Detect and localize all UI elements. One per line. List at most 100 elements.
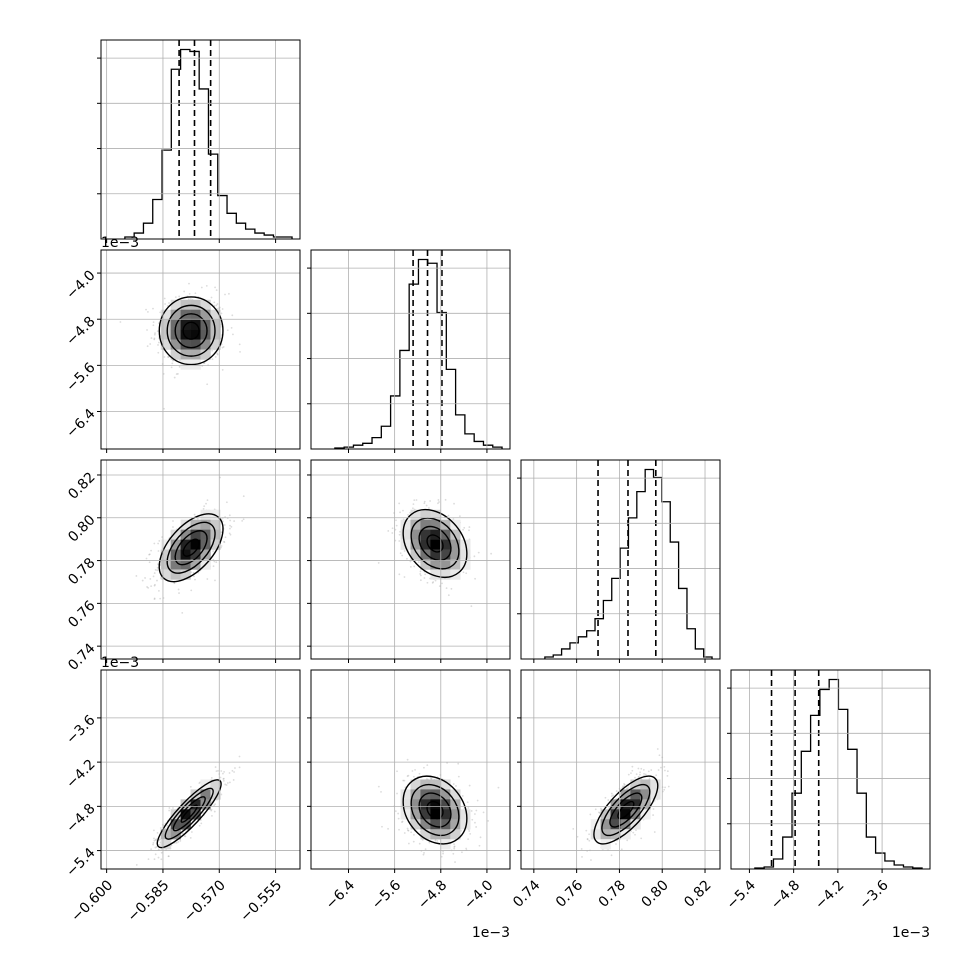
scatter-point	[211, 358, 214, 361]
scatter-point	[178, 592, 180, 594]
scatter-point	[660, 766, 662, 769]
scatter-point	[436, 839, 439, 842]
density-cell	[160, 839, 171, 850]
scatter-point	[239, 350, 241, 353]
scatter-point	[223, 541, 226, 544]
scatter-point	[233, 520, 236, 522]
x-tick-label: 0.74	[510, 877, 543, 910]
density-cell	[170, 309, 181, 320]
scatter-point	[623, 783, 626, 786]
scatter-point	[410, 831, 413, 834]
scatter-point	[453, 847, 456, 850]
density-cell	[650, 779, 661, 790]
scatter-point	[220, 770, 223, 772]
histogram-step-3	[754, 678, 923, 869]
density-cell	[170, 339, 181, 350]
density-cell	[460, 809, 471, 820]
scatter-point	[403, 550, 406, 552]
y-tick-label: −5.6	[63, 360, 98, 395]
scatter-point	[153, 584, 156, 587]
scatter-point	[422, 853, 425, 856]
x-tick-label: −6.4	[323, 877, 358, 912]
y-tick-label: −4.0	[63, 267, 98, 302]
scatter-point	[216, 303, 219, 305]
density-cell	[440, 549, 451, 560]
scatter-point	[183, 290, 186, 293]
y-tick-label: 0.76	[65, 598, 98, 631]
scatter-point	[164, 303, 166, 305]
scatter-point	[222, 779, 225, 782]
scatter-point	[395, 524, 398, 527]
scatter-point	[154, 853, 157, 856]
scatter-point	[221, 346, 224, 349]
scatter-point	[462, 571, 465, 574]
scatter-point	[233, 771, 235, 773]
panel-frame-2-0	[100, 459, 301, 660]
density-cell	[190, 299, 201, 310]
scatter-point	[200, 286, 203, 289]
density-cell	[200, 309, 211, 320]
panel-frame-1-0	[100, 249, 301, 450]
scatter-point	[453, 845, 456, 848]
scatter-point	[230, 525, 233, 528]
scatter-point	[418, 772, 421, 775]
scatter-point	[653, 831, 656, 833]
scatter-point	[648, 777, 651, 780]
scatter-point	[635, 773, 638, 776]
density-cell	[620, 789, 631, 800]
scatter-point	[634, 833, 636, 836]
scatter-point	[474, 577, 476, 580]
density-cell	[610, 799, 621, 810]
x-tick-label: −3.6	[856, 877, 891, 912]
scatter-point	[212, 558, 215, 561]
scatter-point	[441, 582, 443, 585]
scatter-point	[398, 502, 401, 505]
scatter-point	[238, 766, 241, 769]
scatter-point	[216, 353, 219, 356]
x-tick-label: −0.570	[181, 877, 229, 925]
scatter-point	[172, 520, 174, 522]
scatter-point	[230, 326, 233, 329]
scatter-point	[475, 826, 478, 828]
scatter-point	[644, 773, 647, 776]
scatter-point	[474, 813, 476, 815]
scatter-point	[594, 808, 597, 811]
scatter-point	[426, 581, 429, 584]
scatter-point	[241, 519, 244, 522]
density-cell	[410, 819, 421, 830]
density-cell	[420, 799, 431, 810]
density-cell	[590, 829, 601, 840]
scatter-point	[214, 803, 217, 806]
density-cell	[190, 799, 201, 810]
scatter-point	[210, 808, 213, 811]
scatter-point	[167, 855, 170, 858]
scatter-point	[194, 292, 197, 295]
scatter-point	[423, 852, 425, 854]
scatter-point	[622, 785, 624, 788]
scatter-point	[203, 362, 206, 364]
scatter-point	[211, 814, 213, 817]
scatter-point	[487, 820, 490, 822]
scatter-point	[156, 579, 158, 582]
scatter-point	[477, 551, 480, 554]
scatter-point	[192, 571, 195, 574]
density-cell	[440, 569, 451, 580]
density-cell	[170, 529, 181, 540]
scatter-point	[145, 557, 148, 560]
x-tick-label: −0.585	[125, 877, 173, 925]
density-cell	[400, 789, 411, 800]
scatter-point	[213, 301, 216, 304]
scatter-point	[175, 373, 178, 375]
scatter-point	[418, 842, 421, 845]
scatter-point	[228, 772, 231, 774]
scatter-point	[637, 767, 640, 770]
scatter-point	[406, 758, 409, 761]
scatter-point	[637, 775, 640, 778]
scatter-point	[158, 540, 161, 542]
y-tick-label: −3.6	[63, 712, 98, 747]
scatter-point	[411, 770, 414, 772]
x-tick-label: 0.80	[638, 877, 671, 910]
scatter-point	[425, 504, 428, 507]
density-cell	[440, 559, 451, 570]
contour-level-0	[180, 804, 198, 823]
